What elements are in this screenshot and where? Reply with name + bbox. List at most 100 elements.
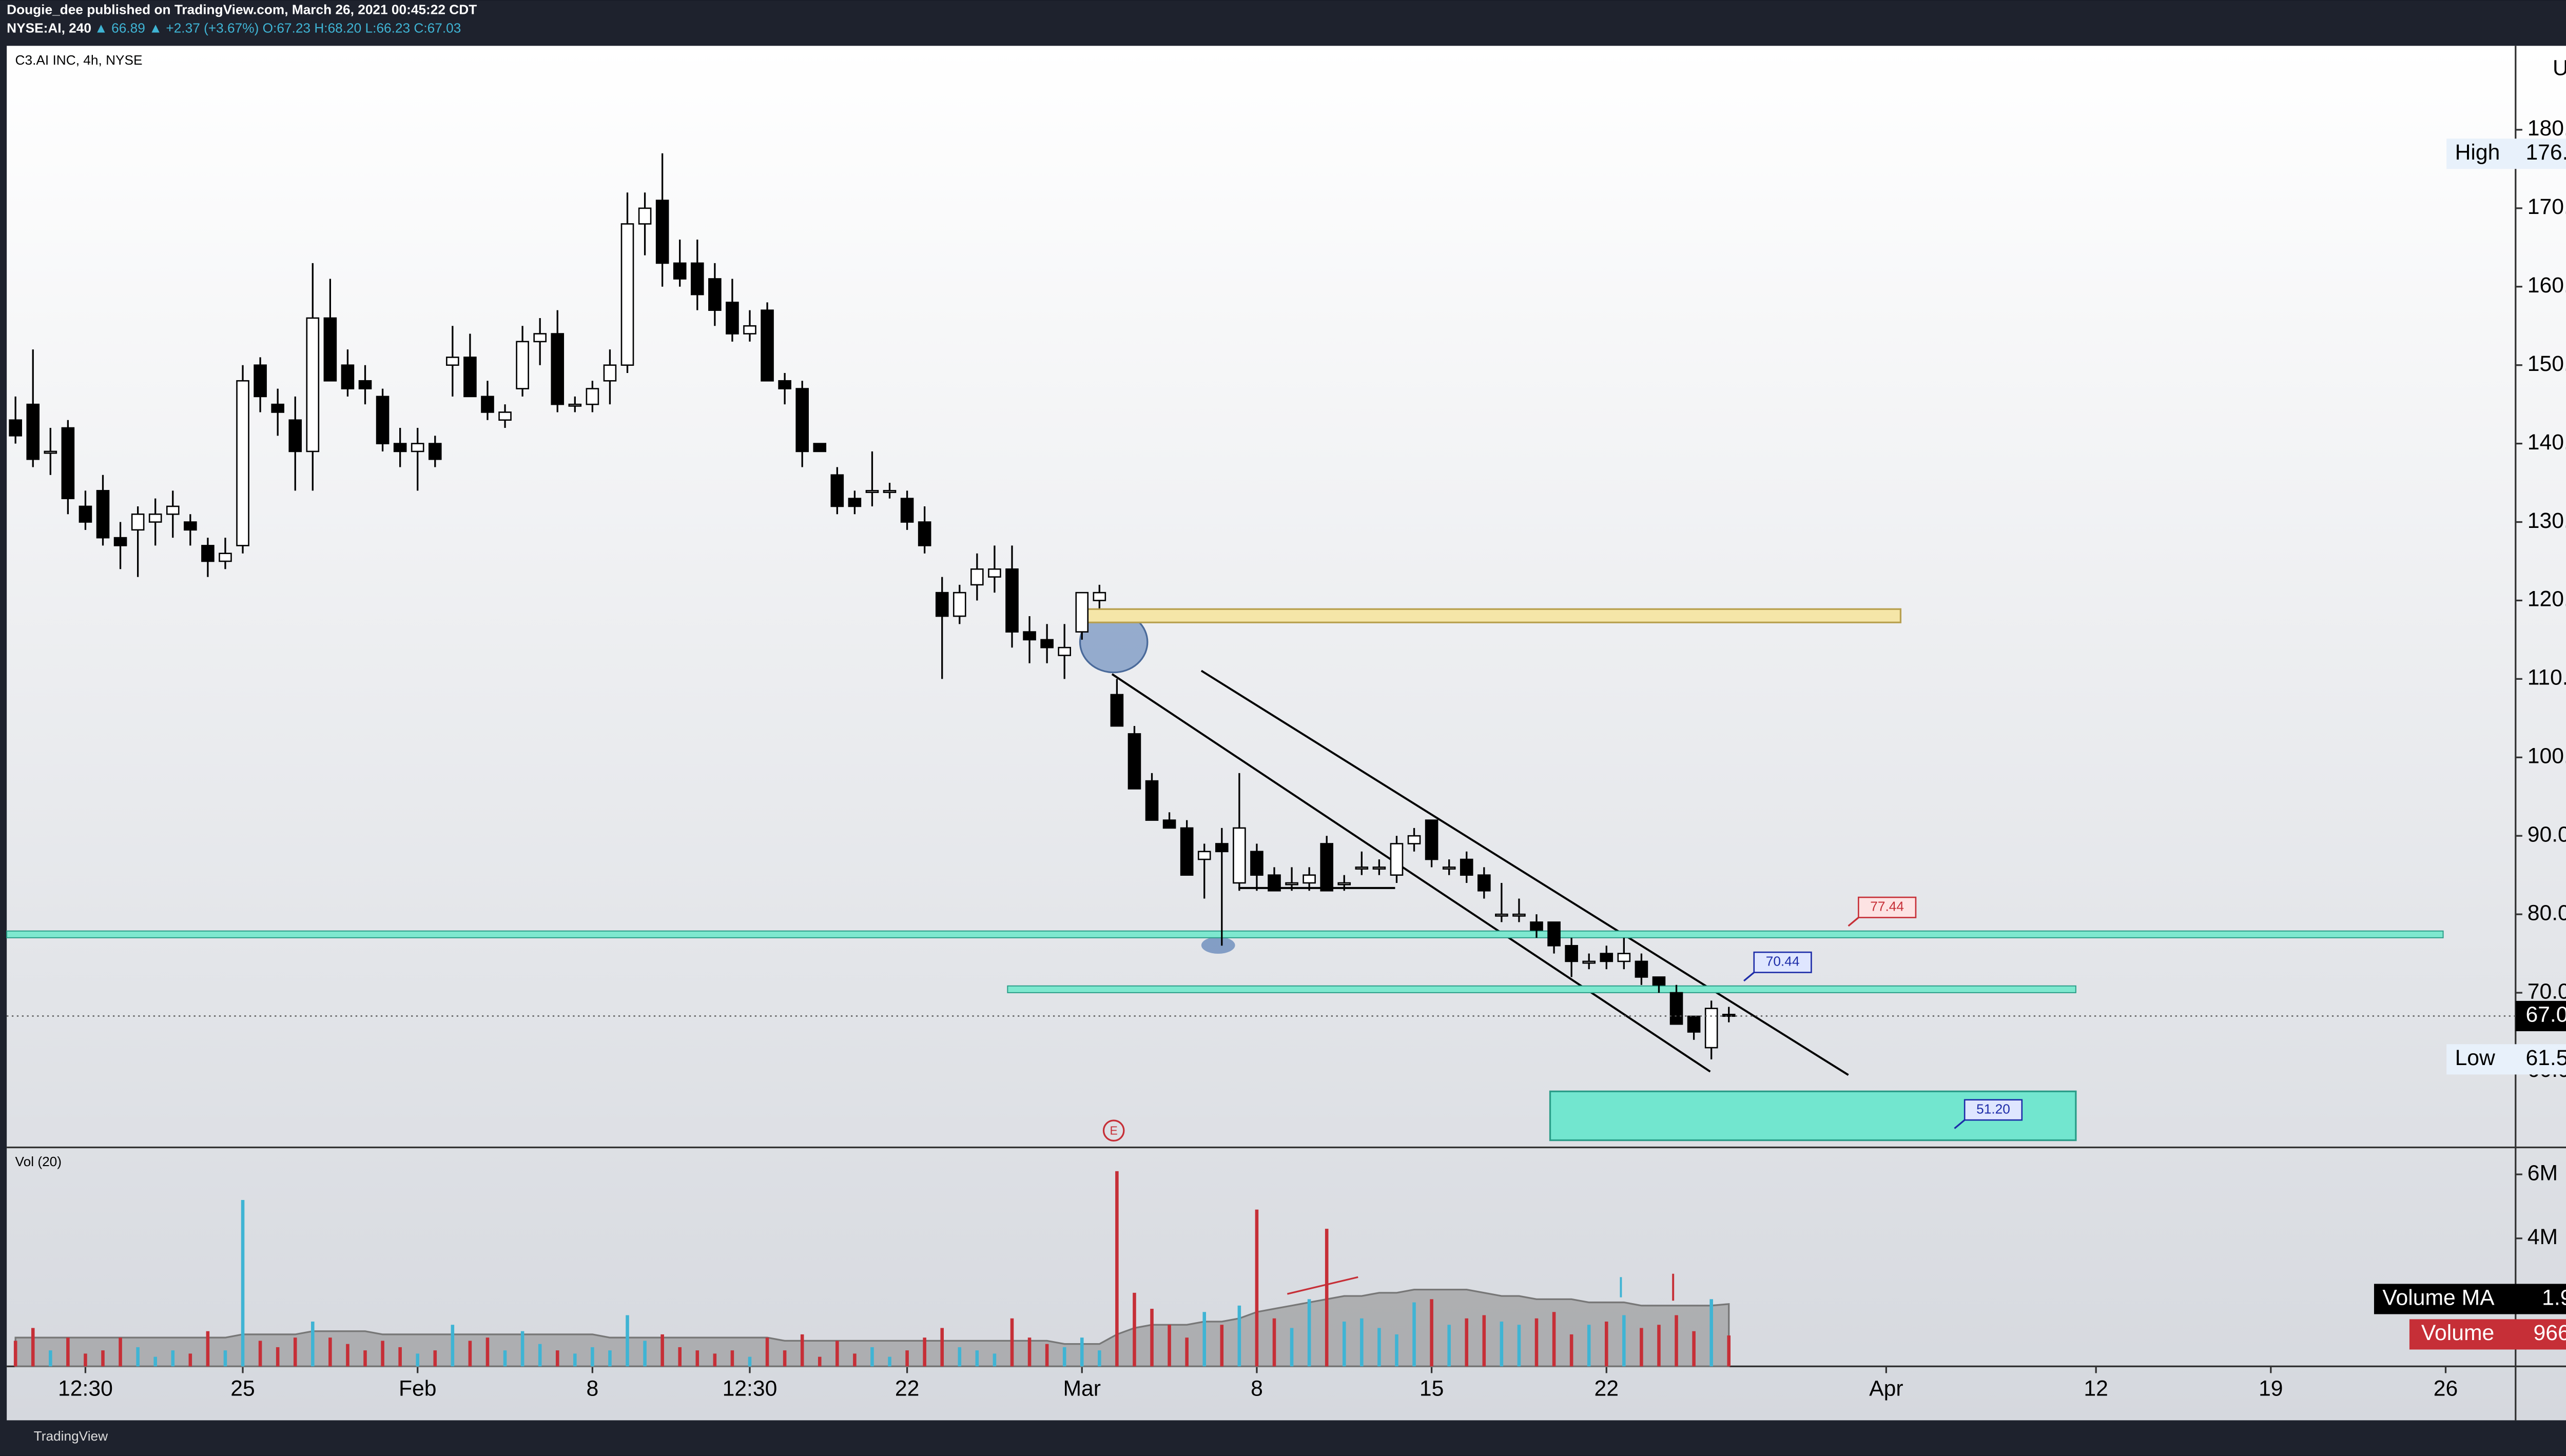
stat-value: 61.51 <box>2525 1046 2566 1070</box>
candle-body <box>1110 694 1124 727</box>
volume-bar <box>136 1347 140 1367</box>
candle-body <box>271 403 284 413</box>
volume-bar <box>1500 1321 1504 1367</box>
candle-body <box>236 380 249 546</box>
vol-tick-label: 4M <box>2528 1225 2558 1249</box>
volume-bar <box>1430 1299 1433 1367</box>
volume-bar <box>993 1353 997 1367</box>
chart-title: C3.AI INC, 4h, NYSE <box>15 52 143 68</box>
volume-bar <box>1237 1305 1241 1367</box>
x-tick-label: Mar <box>1063 1376 1101 1401</box>
candle-body <box>1285 882 1298 886</box>
candle-body <box>690 262 704 296</box>
volume-bar <box>1150 1309 1154 1367</box>
y-tick-label: 170.00 <box>2528 194 2566 219</box>
candle-body <box>1704 1008 1718 1049</box>
candle-body <box>341 364 355 389</box>
volume-bar <box>1569 1334 1573 1367</box>
level-label: 51.20 <box>1976 1101 2010 1116</box>
candle-body <box>1320 843 1334 892</box>
candle-body <box>306 317 320 452</box>
volume-bar <box>835 1341 839 1367</box>
volume-bar <box>1027 1337 1032 1367</box>
candle-body <box>1635 960 1648 978</box>
candle-body <box>1407 835 1421 844</box>
volume-bar <box>31 1328 35 1367</box>
volume-bar <box>101 1350 105 1367</box>
candle-body <box>1337 882 1351 886</box>
y-tick-label: 150.00 <box>2528 351 2566 376</box>
volume-bar <box>1534 1318 1539 1367</box>
candle-body <box>1530 921 1543 931</box>
candle-body <box>1582 960 1596 964</box>
x-tick-label: 12 <box>2084 1376 2108 1401</box>
volume-bar <box>206 1331 210 1367</box>
candle-body <box>795 388 809 452</box>
volume-bar <box>1412 1302 1416 1367</box>
volume-bar <box>1377 1328 1381 1367</box>
candle-body <box>1425 819 1438 860</box>
candle-body <box>201 545 215 562</box>
candle-body <box>1093 592 1106 601</box>
x-tick-label: 22 <box>895 1376 919 1401</box>
volume-bar <box>626 1315 629 1367</box>
volume-bar <box>1325 1229 1329 1367</box>
volume-bar <box>84 1353 87 1367</box>
level-line <box>1007 985 2076 993</box>
volume-bar <box>713 1353 717 1367</box>
volume-bar <box>923 1337 926 1367</box>
y-tick-label: 100.00 <box>2528 744 2566 769</box>
volume-bar <box>1010 1318 1014 1367</box>
candle-body <box>463 357 477 398</box>
volume-bar <box>13 1341 17 1367</box>
stat-value: 176.94 <box>2525 140 2566 165</box>
brand: TradingView <box>34 1428 108 1444</box>
candle-body <box>1162 819 1176 829</box>
candle-body <box>1180 827 1194 876</box>
quote: ▲ 66.89 ▲ +2.37 (+3.67%) O:67.23 H:68.20… <box>94 20 461 35</box>
volume-bar <box>1202 1312 1207 1367</box>
candle-body <box>1268 874 1281 892</box>
volume-bar <box>1133 1292 1136 1367</box>
volume-bar <box>1290 1328 1294 1367</box>
pane-bg <box>7 46 2566 1421</box>
candle-body <box>952 592 966 617</box>
candle-body <box>428 443 442 460</box>
trendline <box>1200 670 1849 1076</box>
volume-bar <box>1709 1299 1713 1367</box>
candle-body <box>726 302 739 335</box>
volume-bar <box>1360 1318 1364 1367</box>
x-tick-label: 8 <box>1251 1376 1263 1401</box>
volume-bar <box>870 1347 874 1367</box>
volume-bar <box>520 1331 524 1367</box>
candle-body <box>411 443 424 452</box>
x-tick-label: 19 <box>2259 1376 2283 1401</box>
currency: USD <box>2553 56 2566 81</box>
candle-body <box>1005 568 1019 633</box>
level-label: 70.44 <box>1766 954 1800 969</box>
volume-bar <box>328 1337 332 1367</box>
vol-ma-value: 1.949M <box>2542 1285 2566 1310</box>
volume-bar <box>1517 1325 1521 1367</box>
candle-body <box>655 200 669 264</box>
highlight-dot <box>1201 937 1235 954</box>
candle-body <box>970 568 984 586</box>
last-price-label: 67.03 <box>2525 1002 2566 1027</box>
volume-bar <box>1098 1350 1101 1367</box>
candle-body <box>1565 945 1578 962</box>
volume-bar <box>765 1337 769 1367</box>
volume-bar <box>1255 1209 1259 1367</box>
level-line <box>6 930 2444 938</box>
volume-bar <box>276 1347 280 1367</box>
stat-name: High <box>2455 140 2500 165</box>
candle-body <box>1023 631 1036 641</box>
volume-bar <box>293 1337 297 1367</box>
y-tick-label: 120.00 <box>2528 587 2566 612</box>
volume-bar <box>258 1341 262 1367</box>
candle-body <box>1617 953 1631 962</box>
candle-body <box>219 553 232 562</box>
symbol: NYSE:AI, 240 <box>7 20 91 35</box>
candle-body <box>1250 851 1263 876</box>
volume-bar <box>783 1350 787 1367</box>
volume-bar <box>1307 1299 1311 1367</box>
